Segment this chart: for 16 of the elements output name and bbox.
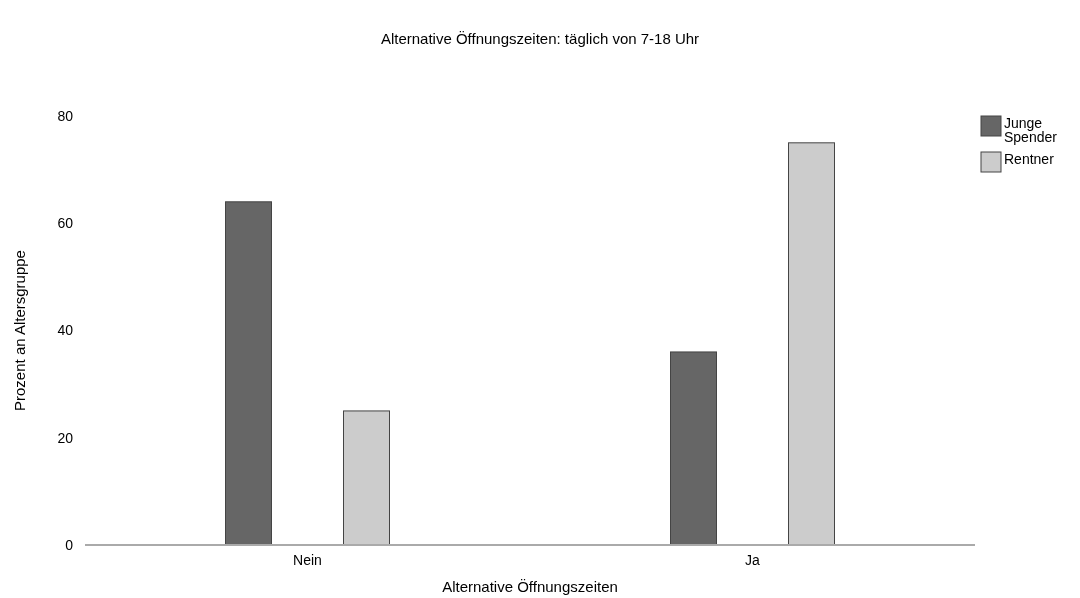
chart-title: Alternative Öffnungszeiten: täglich von 7-18 Uhr — [380, 30, 700, 47]
y-tick-label: 80 — [57, 107, 74, 124]
x-axis-title: Alternative Öffnungszeiten — [442, 578, 618, 595]
bar — [343, 410, 390, 546]
y-tick-label: 60 — [57, 215, 74, 232]
y-tick-label: 20 — [57, 429, 74, 446]
x-tick-label: Ja — [745, 552, 761, 568]
bar — [225, 201, 272, 546]
legend-label: Junge Spender — [1004, 115, 1058, 145]
y-axis-title: Prozent an Altersgruppe — [11, 250, 28, 411]
y-tick-label: 0 — [65, 536, 74, 553]
bar — [788, 142, 835, 546]
legend-label: Rentner — [1004, 151, 1055, 167]
y-tick-label: 40 — [57, 322, 74, 339]
bar — [670, 351, 717, 546]
x-tick-label: Nein — [293, 552, 322, 568]
